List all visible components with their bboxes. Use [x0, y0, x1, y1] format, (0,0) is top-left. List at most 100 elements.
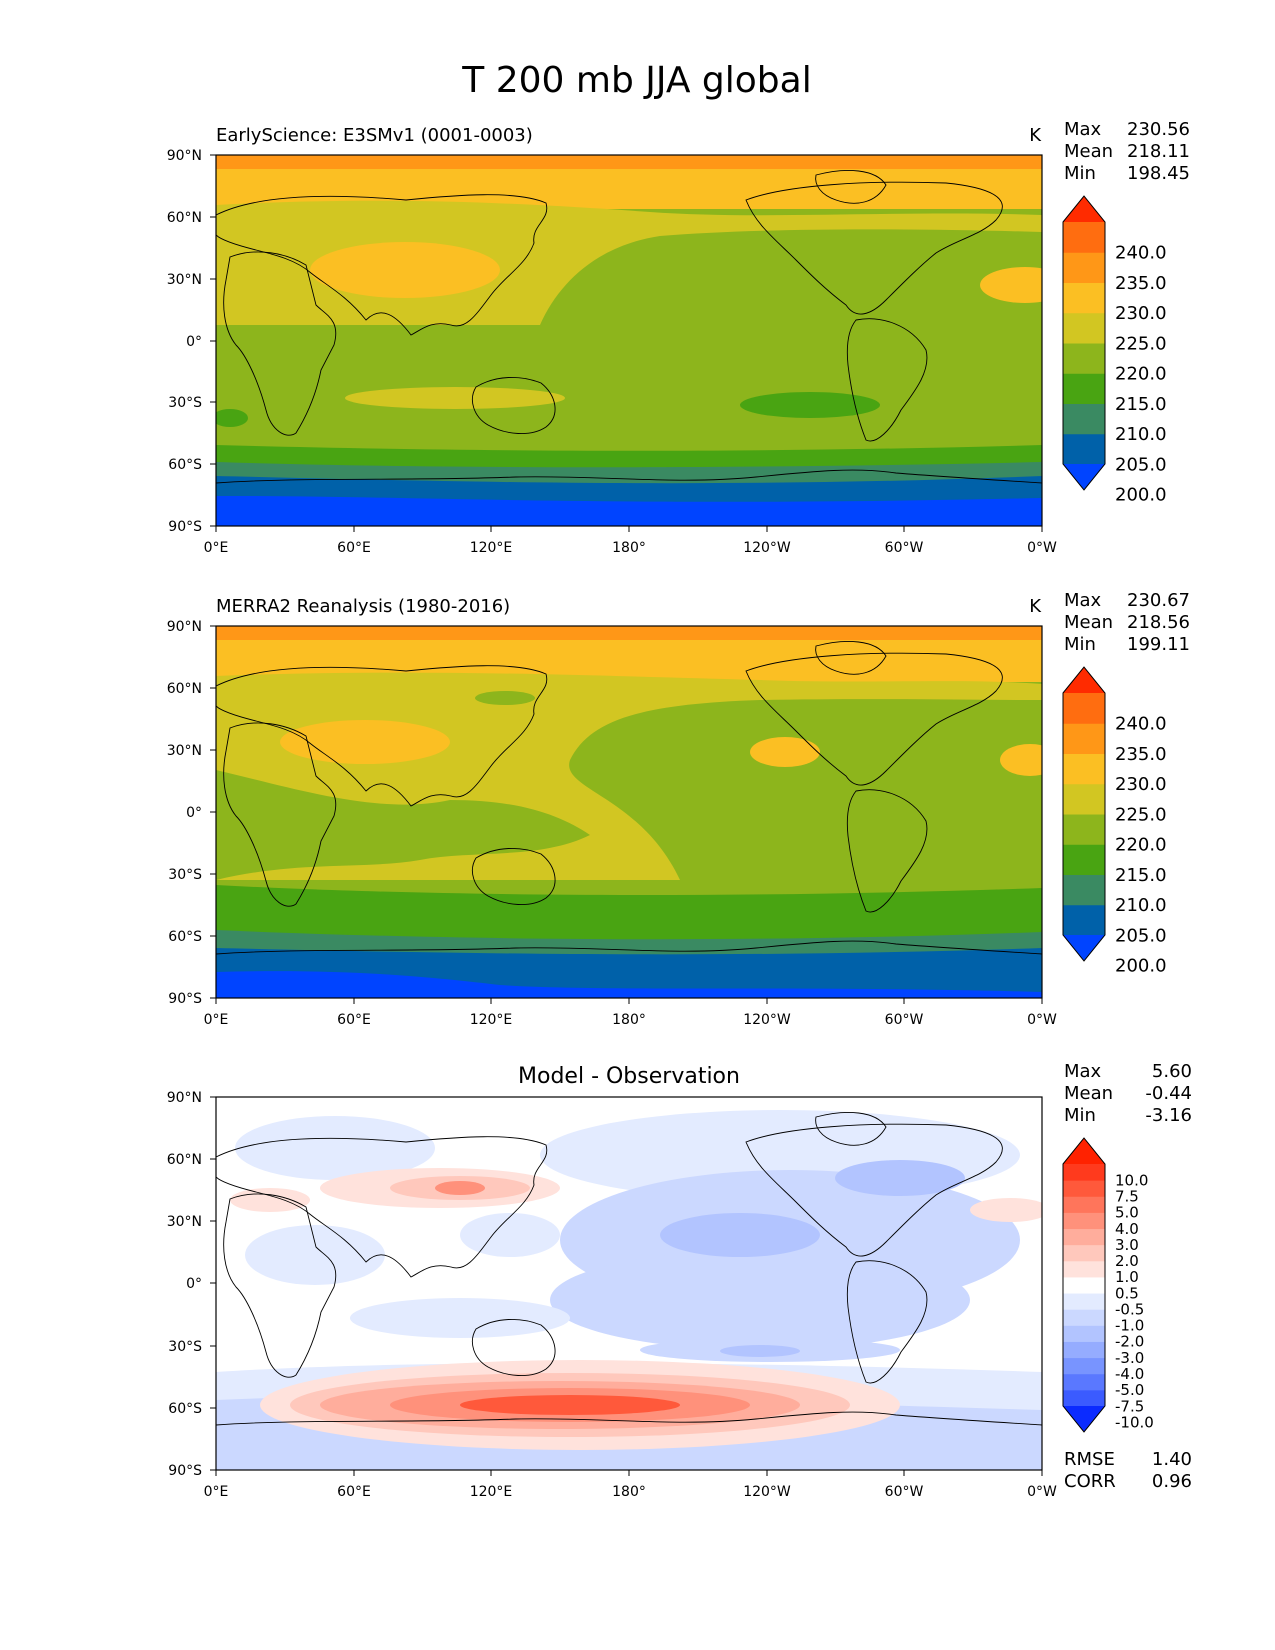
- lat-label: 30°S: [168, 867, 202, 883]
- metrics-block: RMSE 1.40 CORR 0.96: [1064, 1449, 1192, 1492]
- metric-label: CORR: [1064, 1471, 1116, 1492]
- colorbar-tick-label: 7.5: [1115, 1188, 1139, 1206]
- colorbar-tick-label: 1.0: [1115, 1268, 1139, 1286]
- panel-model: EarlyScience: E3SMv1 (0001-0003) K 90°N: [167, 119, 1190, 556]
- stat-value: 199.11: [1127, 634, 1190, 655]
- colorbar-segment: [1063, 1228, 1105, 1246]
- lat-ticks: 90°N 60°N 30°N 0° 30°S 60°S 90°S: [167, 619, 216, 1007]
- lat-ticks: 90°N 60°N 30°N 0° 30°S 60°S 90°S: [167, 148, 216, 535]
- lon-label: 120°W: [743, 1484, 791, 1500]
- lon-label: 60°W: [885, 1484, 924, 1500]
- colorbar-tick-label: -2.0: [1115, 1333, 1144, 1351]
- lon-label: 120°W: [743, 1012, 791, 1028]
- colorbar-segment: [1063, 844, 1105, 875]
- lon-label: 60°W: [885, 1012, 924, 1028]
- colorbar-tick-label: 5.0: [1115, 1204, 1139, 1222]
- colorbar-tick-label: 225.0: [1115, 804, 1167, 825]
- lat-label: 60°N: [167, 681, 202, 697]
- colorbar-segment: [1063, 814, 1105, 845]
- lat-label: 60°N: [167, 210, 202, 226]
- lat-label: 30°N: [167, 1214, 202, 1230]
- lat-label: 30°S: [168, 1339, 202, 1355]
- colorbar-segment: [1063, 753, 1105, 785]
- colorbar-tick-label: -1.0: [1115, 1317, 1144, 1335]
- lat-label: 90°S: [168, 991, 202, 1007]
- panel-observation: MERRA2 Reanalysis (1980-2016) K 90°N: [167, 590, 1190, 1028]
- colorbar-segment: [1063, 1244, 1105, 1262]
- colorbar-segment: [1063, 403, 1105, 435]
- lon-label: 120°E: [470, 1012, 513, 1028]
- colorbar-tick-label: 2.0: [1115, 1252, 1139, 1270]
- stats-block: Max 5.60 Mean -0.44 Min -3.16: [1064, 1061, 1192, 1126]
- colorbar-tick-label: 215.0: [1115, 394, 1167, 415]
- map-plot: [216, 1097, 1042, 1470]
- lon-label: 0°E: [204, 540, 229, 556]
- lat-label: 60°S: [168, 457, 202, 473]
- colorbar: 240.0 235.0 230.0 225.0 220.0 215.0 210.0 205.0…: [1062, 195, 1167, 506]
- stat-label: Mean: [1064, 612, 1113, 633]
- colorbar-extend-min: [1063, 1406, 1105, 1432]
- stat-label: Max: [1064, 590, 1102, 611]
- colorbar: 10.07.55.04.03.02.01.00.5-0.5-1.0-2.0-3.…: [1062, 1137, 1154, 1433]
- colorbar-extend-min: [1063, 464, 1105, 490]
- colorbar-segment: [1063, 1196, 1105, 1213]
- colorbar-tick-label: 200.0: [1115, 485, 1167, 506]
- lat-label: 90°N: [167, 1090, 202, 1106]
- stat-label: Min: [1064, 163, 1096, 184]
- lon-label: 60°E: [337, 1012, 371, 1028]
- lon-ticks: 0°E 60°E 120°E 180° 120°W 60°W 0°W: [204, 998, 1057, 1028]
- colorbar-tick-label: 10.0: [1115, 1171, 1148, 1189]
- colorbar-segment: [1063, 373, 1105, 404]
- colorbar-tick-label: 215.0: [1115, 865, 1167, 886]
- lat-label: 60°N: [167, 1152, 202, 1168]
- lat-label: 30°S: [168, 395, 202, 411]
- stat-value: 230.56: [1127, 119, 1190, 140]
- stat-label: Max: [1064, 1061, 1102, 1082]
- stat-label: Min: [1064, 1105, 1096, 1126]
- lat-label: 30°N: [167, 272, 202, 288]
- lon-label: 120°W: [743, 540, 791, 556]
- metric-value: 0.96: [1152, 1471, 1192, 1492]
- panel-title: MERRA2 Reanalysis (1980-2016): [216, 596, 510, 617]
- colorbar-extend-max: [1063, 196, 1105, 222]
- colorbar-tick-label: 235.0: [1115, 273, 1167, 294]
- colorbar-tick-label: 225.0: [1115, 333, 1167, 354]
- lon-ticks: 0°E 60°E 120°E 180° 120°W 60°W 0°W: [204, 1470, 1057, 1500]
- lat-label: 90°N: [167, 148, 202, 164]
- colorbar-extend-max: [1063, 667, 1105, 693]
- stats-block: Max 230.56 Mean 218.11 Min 198.45: [1064, 119, 1190, 184]
- colorbar-tick-label: 200.0: [1115, 956, 1167, 977]
- colorbar-tick-label: 220.0: [1115, 364, 1167, 385]
- lon-label: 0°E: [204, 1012, 229, 1028]
- colorbar-segment: [1063, 433, 1105, 465]
- colorbar-tick-label: 3.0: [1115, 1236, 1139, 1254]
- colorbar-segment: [1063, 1309, 1105, 1326]
- lat-label: 90°S: [168, 519, 202, 535]
- colorbar-segment: [1063, 1357, 1105, 1375]
- colorbar-segment: [1063, 343, 1105, 374]
- lon-label: 60°E: [337, 1484, 371, 1500]
- colorbar-tick-label: 210.0: [1115, 424, 1167, 445]
- metric-value: 1.40: [1152, 1449, 1192, 1470]
- colorbar-tick-label: 205.0: [1115, 925, 1167, 946]
- stat-value: -3.16: [1145, 1105, 1192, 1126]
- colorbar-outline: [1062, 1137, 1106, 1433]
- lat-label: 60°S: [168, 929, 202, 945]
- figure-title: T 200 mb JJA global: [461, 60, 811, 101]
- colorbar-tick-label: 4.0: [1115, 1220, 1139, 1238]
- colorbar: 240.0 235.0 230.0 225.0 220.0 215.0 210.0 205.0…: [1062, 666, 1167, 977]
- colorbar-segment: [1063, 1293, 1105, 1310]
- colorbar-segment: [1063, 1212, 1105, 1230]
- colorbar-extend-min: [1063, 935, 1105, 961]
- lat-label: 0°: [186, 805, 202, 821]
- colorbar-tick-label: 210.0: [1115, 895, 1167, 916]
- stat-value: 5.60: [1152, 1061, 1192, 1082]
- colorbar-tick-label: 0.5: [1115, 1284, 1139, 1302]
- lat-label: 30°N: [167, 743, 202, 759]
- lat-label: 90°N: [167, 619, 202, 635]
- colorbar-tick-label: 230.0: [1115, 774, 1167, 795]
- lat-label: 90°S: [168, 1463, 202, 1479]
- units-label: K: [1029, 596, 1042, 617]
- lon-label: 0°E: [204, 1484, 229, 1500]
